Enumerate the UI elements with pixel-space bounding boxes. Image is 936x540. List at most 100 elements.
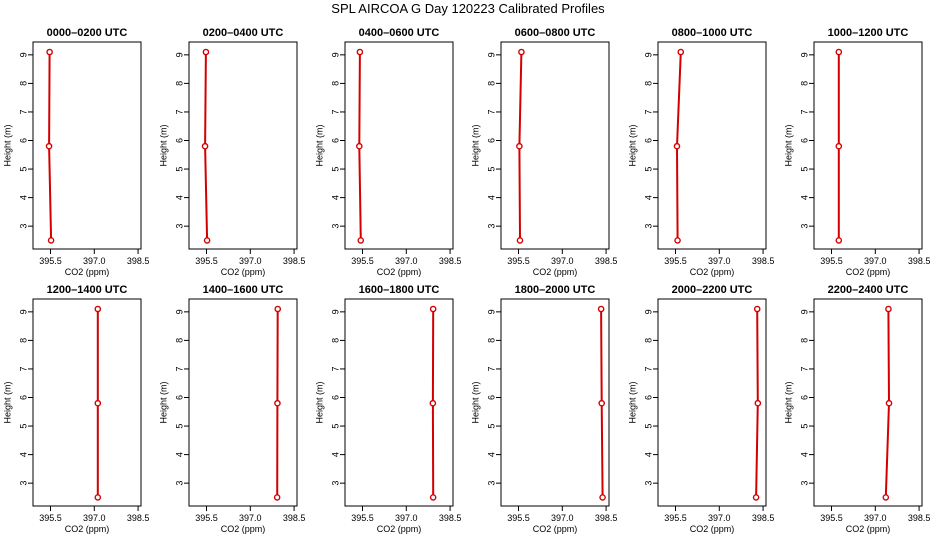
x-axis-label: CO2 (ppm) bbox=[846, 267, 891, 277]
panel-3: 0400–0600 UTC 395.5 397.0 398.5 3 4 5 6 7 8 9 CO2 (… bbox=[314, 27, 461, 277]
panel-11: 2000–2200 UTC 395.5 397.0 398.5 3 4 5 6 7 8 9 CO2 (… bbox=[627, 284, 774, 534]
y-tick-label: 8 bbox=[486, 338, 496, 343]
panel-title: 1600–1800 UTC bbox=[359, 284, 440, 296]
y-tick-label: 4 bbox=[799, 452, 809, 457]
plot-frame bbox=[344, 41, 454, 250]
y-tick-label: 6 bbox=[174, 395, 184, 400]
profile-point bbox=[94, 399, 102, 407]
y-axis-label: Height (m) bbox=[627, 381, 637, 423]
x-tick-label: 397.0 bbox=[551, 513, 574, 523]
y-tick-label: 5 bbox=[330, 424, 340, 429]
x-axis-label: CO2 (ppm) bbox=[690, 524, 735, 534]
x-tick-label: 397.0 bbox=[239, 256, 262, 266]
x-tick-label: 395.5 bbox=[820, 256, 843, 266]
y-tick-label: 4 bbox=[643, 452, 653, 457]
y-tick-label: 9 bbox=[643, 309, 653, 314]
panel-10: 1800–2000 UTC 395.5 397.0 398.5 3 4 5 6 7 8 9 CO2 (… bbox=[470, 284, 617, 534]
x-tick-label: 397.0 bbox=[83, 513, 106, 523]
panel-2: 0200–0400 UTC 395.5 397.0 398.5 3 4 5 6 7 8 9 CO2 (… bbox=[158, 27, 305, 277]
y-tick-label: 7 bbox=[330, 109, 340, 114]
profile-point bbox=[202, 48, 210, 56]
y-tick-label: 8 bbox=[643, 81, 653, 86]
profile-point bbox=[677, 48, 685, 56]
y-tick-label: 8 bbox=[18, 81, 28, 86]
y-tick-label: 7 bbox=[18, 109, 28, 114]
profile-point bbox=[94, 494, 102, 501]
x-axis-label: CO2 (ppm) bbox=[377, 267, 422, 277]
y-tick-label: 3 bbox=[486, 224, 496, 229]
y-axis-label: Height (m) bbox=[2, 381, 12, 423]
profile-point bbox=[94, 305, 102, 313]
panel-title: 1800–2000 UTC bbox=[515, 284, 596, 296]
plot-frame bbox=[500, 298, 610, 507]
y-tick-label: 7 bbox=[330, 366, 340, 371]
y-axis-label: Height (m) bbox=[783, 381, 793, 423]
x-tick-label: 395.5 bbox=[195, 256, 218, 266]
y-tick-label: 8 bbox=[18, 338, 28, 343]
y-tick-label: 5 bbox=[18, 424, 28, 429]
y-tick-label: 5 bbox=[18, 167, 28, 172]
y-axis-label: Height (m) bbox=[158, 381, 168, 423]
y-tick-label: 9 bbox=[18, 52, 28, 57]
x-tick-label: 397.0 bbox=[395, 256, 418, 266]
panel-5: 0800–1000 UTC 395.5 397.0 398.5 3 4 5 6 7 8 9 CO2 (… bbox=[627, 27, 774, 277]
y-tick-label: 3 bbox=[174, 481, 184, 486]
figure-title: SPL AIRCOA G Day 120223 Calibrated Profi… bbox=[331, 1, 605, 16]
y-tick-label: 9 bbox=[330, 309, 340, 314]
x-axis-label: CO2 (ppm) bbox=[690, 267, 735, 277]
y-tick-label: 6 bbox=[799, 138, 809, 143]
x-tick-label: 397.0 bbox=[708, 513, 731, 523]
y-tick-label: 6 bbox=[330, 138, 340, 143]
y-tick-label: 6 bbox=[486, 138, 496, 143]
y-tick-label: 5 bbox=[330, 167, 340, 172]
y-tick-label: 9 bbox=[18, 309, 28, 314]
y-tick-label: 3 bbox=[799, 224, 809, 229]
x-tick-label: 395.5 bbox=[39, 513, 62, 523]
y-tick-label: 3 bbox=[643, 481, 653, 486]
x-tick-label: 397.0 bbox=[708, 256, 731, 266]
x-tick-label: 397.0 bbox=[864, 256, 887, 266]
y-tick-label: 4 bbox=[18, 195, 28, 200]
profile-point bbox=[45, 142, 53, 150]
y-tick-label: 7 bbox=[799, 366, 809, 371]
panel-title: 1000–1200 UTC bbox=[828, 27, 909, 39]
profile-point bbox=[835, 142, 843, 150]
profile-point bbox=[516, 237, 524, 244]
x-tick-label: 398.5 bbox=[752, 513, 775, 523]
x-tick-label: 398.5 bbox=[595, 513, 618, 523]
x-tick-label: 398.5 bbox=[439, 256, 462, 266]
y-tick-label: 4 bbox=[330, 195, 340, 200]
y-tick-label: 5 bbox=[799, 167, 809, 172]
y-tick-label: 4 bbox=[799, 195, 809, 200]
x-tick-label: 395.5 bbox=[39, 256, 62, 266]
y-tick-label: 3 bbox=[643, 224, 653, 229]
profile-point bbox=[429, 494, 437, 501]
profile-point bbox=[429, 399, 437, 407]
profile-point bbox=[885, 399, 893, 407]
panel-title: 0800–1000 UTC bbox=[672, 27, 753, 39]
panel-title: 1400–1600 UTC bbox=[203, 284, 284, 296]
y-tick-label: 8 bbox=[486, 81, 496, 86]
panel-title: 0600–0800 UTC bbox=[515, 27, 596, 39]
plot-frame bbox=[500, 41, 610, 250]
x-tick-label: 395.5 bbox=[664, 256, 687, 266]
profile-point bbox=[754, 399, 762, 407]
y-tick-label: 6 bbox=[643, 395, 653, 400]
x-axis-label: CO2 (ppm) bbox=[846, 524, 891, 534]
panel-12: 2200–2400 UTC 395.5 397.0 398.5 3 4 5 6 7 8 9 CO2 (… bbox=[783, 284, 930, 534]
y-tick-label: 3 bbox=[799, 481, 809, 486]
y-tick-label: 6 bbox=[643, 138, 653, 143]
plot-frame bbox=[813, 41, 923, 250]
profile-point bbox=[516, 142, 523, 150]
profile-point bbox=[835, 237, 843, 244]
panel-6: 1000–1200 UTC 395.5 397.0 398.5 3 4 5 6 7 8 9 CO2 (… bbox=[783, 27, 930, 277]
plot-frame bbox=[657, 41, 767, 250]
y-tick-label: 9 bbox=[643, 52, 653, 57]
profile-point bbox=[885, 305, 892, 313]
x-axis-label: CO2 (ppm) bbox=[65, 267, 110, 277]
panel-8: 1400–1600 UTC 395.5 397.0 398.5 3 4 5 6 7 8 9 CO2 (… bbox=[158, 284, 305, 534]
y-tick-label: 8 bbox=[643, 338, 653, 343]
y-tick-label: 5 bbox=[799, 424, 809, 429]
panel-1: 0000–0200 UTC 395.5 397.0 398.5 3 4 5 6 7 8 9 CO2 (… bbox=[2, 27, 149, 277]
y-tick-label: 3 bbox=[18, 224, 28, 229]
